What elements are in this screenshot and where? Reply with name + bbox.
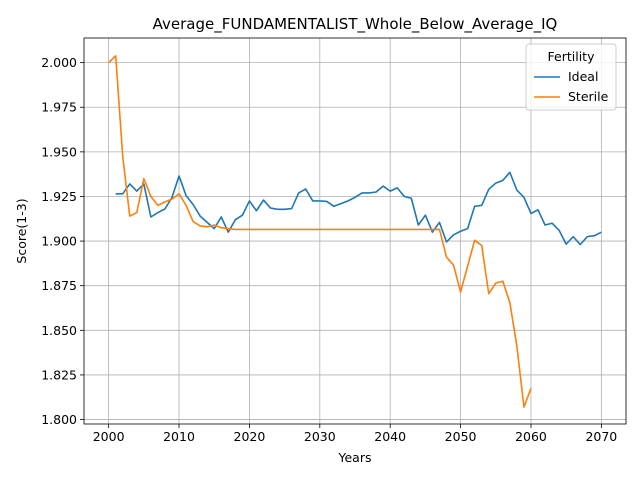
x-tick-label: 2050	[445, 429, 477, 444]
series-line-sterile	[108, 55, 532, 408]
y-tick-label: 1.950	[41, 144, 77, 159]
legend-box	[525, 43, 617, 111]
x-tick-label: 2020	[234, 429, 266, 444]
x-tick-label: 2070	[585, 429, 617, 444]
y-tick-label: 1.875	[41, 278, 77, 293]
chart-title: Average_FUNDAMENTALIST_Whole_Below_Avera…	[153, 15, 558, 34]
y-tick-label: 1.850	[41, 323, 77, 338]
legend: Fertility Ideal Sterile	[525, 43, 617, 111]
x-tick-label: 2010	[163, 429, 195, 444]
y-axis-label: Score(1-3)	[14, 198, 29, 263]
y-tick-label: 1.800	[41, 412, 77, 427]
y-tick-label: 1.925	[41, 189, 77, 204]
y-tick-label: 1.825	[41, 367, 77, 382]
legend-entries: Ideal Sterile	[534, 69, 609, 104]
series-line-ideal	[115, 171, 602, 246]
plot-area-frame	[83, 37, 627, 425]
legend-label-sterile: Sterile	[568, 89, 609, 104]
x-tick-label: 2000	[93, 429, 125, 444]
x-axis-label: Years	[338, 450, 372, 465]
x-tick-label: 2060	[515, 429, 547, 444]
legend-label-ideal: Ideal	[568, 69, 598, 84]
y-tick-label: 1.975	[41, 100, 77, 115]
x-tick-label: 2030	[304, 429, 336, 444]
series-lines	[108, 55, 602, 408]
legend-title: Fertility	[548, 49, 596, 64]
y-tick-label: 2.000	[41, 55, 77, 70]
x-tick-label: 2040	[374, 429, 406, 444]
y-tick-label: 1.900	[41, 234, 77, 249]
axis-ticks: 2000 2010 2020 2030 2040 2050 2060 2070 1.800 1.8…	[41, 55, 617, 444]
